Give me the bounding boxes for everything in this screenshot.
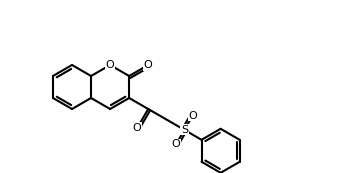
Text: O: O xyxy=(106,60,114,70)
Text: O: O xyxy=(188,111,197,121)
Text: S: S xyxy=(181,125,188,135)
Text: O: O xyxy=(133,123,142,133)
Text: O: O xyxy=(144,60,153,70)
Text: O: O xyxy=(172,139,181,149)
